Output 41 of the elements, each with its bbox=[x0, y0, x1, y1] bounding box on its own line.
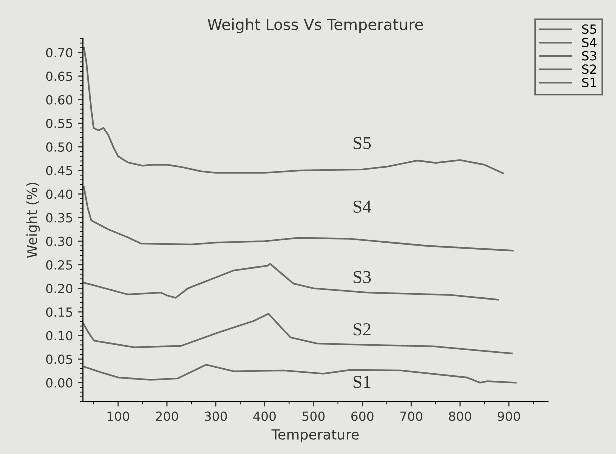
line-series bbox=[83, 263, 500, 301]
y-tick-label: 0.60 bbox=[46, 95, 73, 105]
x-tick-label: 200 bbox=[156, 412, 178, 422]
legend-label: S2 bbox=[582, 64, 596, 74]
x-tick-label: 100 bbox=[108, 412, 130, 422]
legend-label: S3 bbox=[582, 51, 596, 61]
line-series bbox=[83, 47, 504, 174]
y-tick-label: 0.05 bbox=[46, 354, 72, 364]
x-tick-label: 500 bbox=[302, 412, 325, 422]
x-tick-label: 900 bbox=[498, 412, 520, 422]
annotation: S3 bbox=[354, 271, 372, 284]
chart-title: Weight Loss Vs Temperature bbox=[208, 18, 424, 34]
y-tick-label: 0.40 bbox=[46, 190, 73, 200]
y-tick-label: 0.20 bbox=[46, 284, 73, 294]
x-tick-label: 700 bbox=[400, 412, 423, 422]
y-tick-label: 0.35 bbox=[46, 213, 72, 223]
legend-label: S4 bbox=[582, 38, 597, 48]
line-series bbox=[83, 186, 514, 252]
y-tick-label: 0.30 bbox=[46, 236, 73, 246]
x-tick-label: 400 bbox=[254, 412, 276, 422]
line-series bbox=[83, 313, 513, 355]
annotation: S1 bbox=[354, 376, 371, 388]
annotation: S2 bbox=[354, 324, 371, 336]
y-tick-label: 0.10 bbox=[46, 331, 73, 341]
y-tick-label: 0.00 bbox=[46, 378, 73, 388]
legend-label: S1 bbox=[582, 78, 596, 88]
x-tick-label: 800 bbox=[449, 412, 472, 422]
y-tick-label: 0.45 bbox=[46, 166, 72, 176]
x-tick-label: 600 bbox=[352, 412, 374, 422]
x-tick-label: 300 bbox=[205, 412, 228, 422]
y-tick-label: 0.15 bbox=[46, 308, 72, 318]
legend-label: S5 bbox=[582, 24, 596, 34]
y-axis-title: Weight (%) bbox=[26, 182, 40, 258]
y-tick-label: 0.25 bbox=[46, 260, 72, 270]
y-tick-label: 0.55 bbox=[46, 118, 72, 128]
y-tick-label: 0.65 bbox=[46, 72, 72, 82]
x-axis-title: Temperature bbox=[272, 430, 359, 443]
y-tick-label: 0.70 bbox=[46, 48, 73, 58]
annotation: S5 bbox=[354, 137, 372, 150]
y-tick-label: 0.50 bbox=[46, 142, 73, 152]
annotation: S4 bbox=[354, 200, 372, 213]
